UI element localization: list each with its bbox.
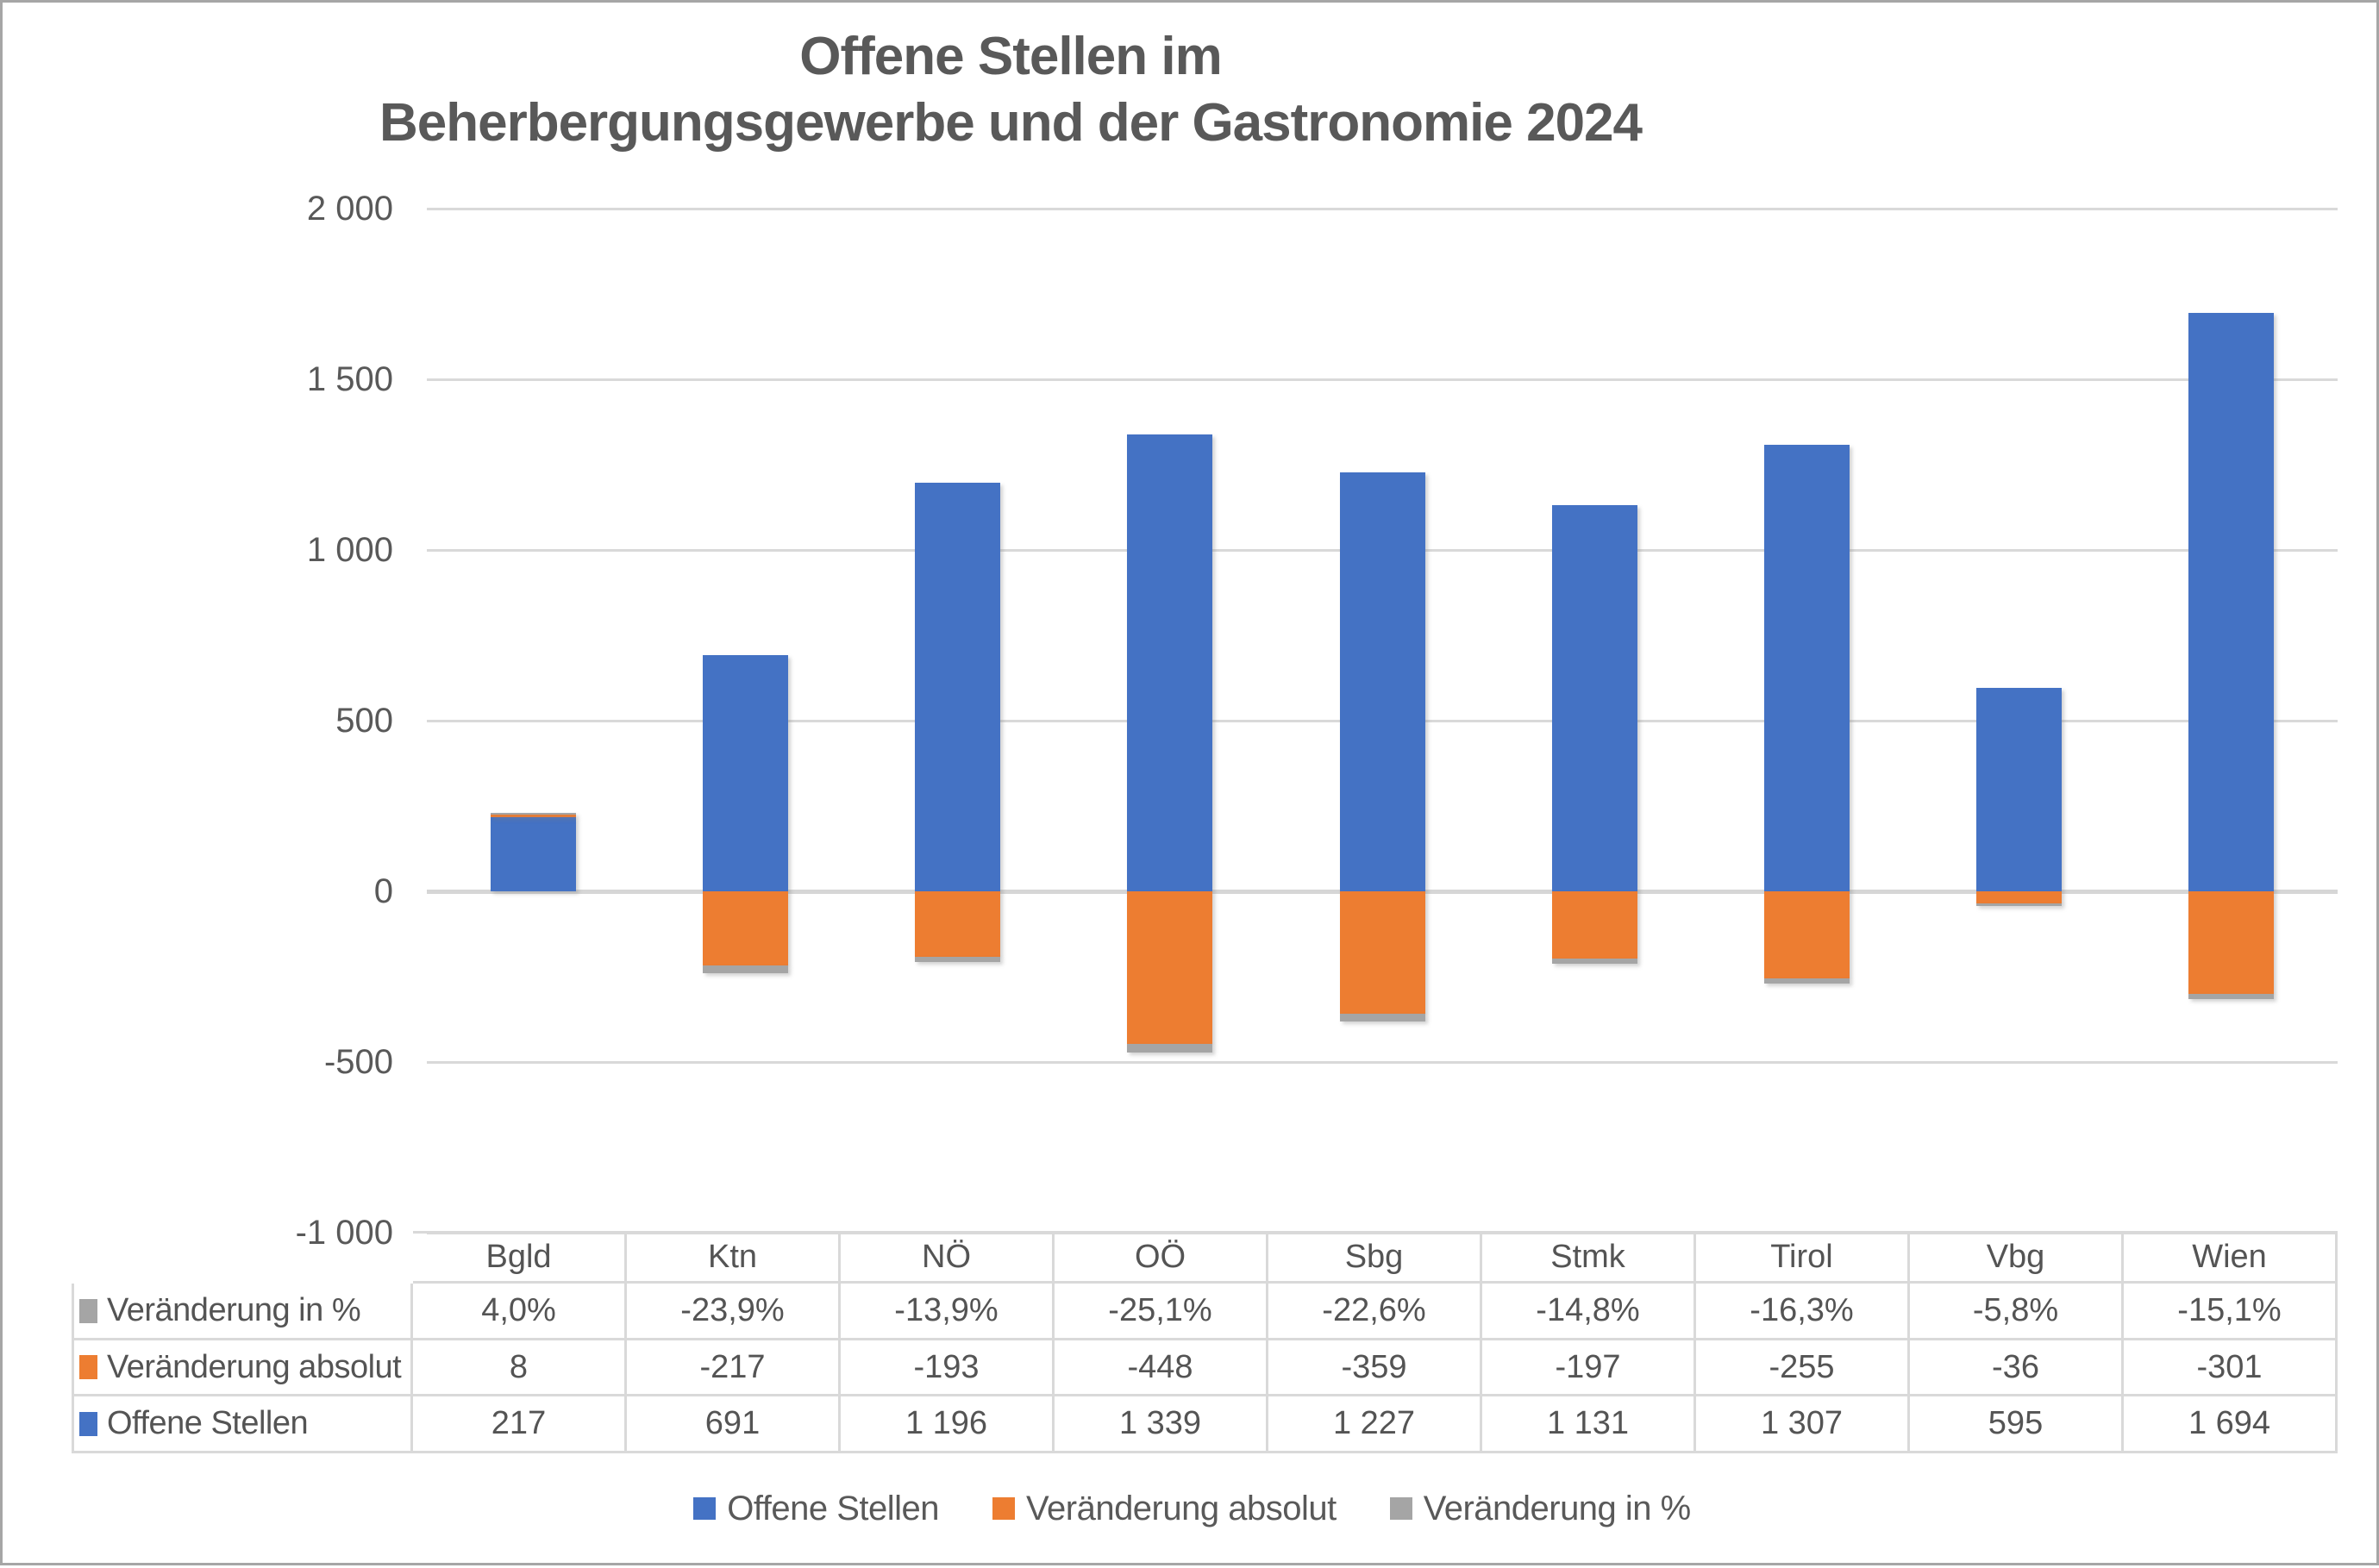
table-value-cell: 217	[413, 1396, 627, 1453]
bar-ver-nderung-absolut-bgld	[490, 814, 576, 818]
legend-item-label: Offene Stellen	[727, 1489, 940, 1527]
bar-ver-nderung-absolut-tirol	[1763, 891, 1850, 978]
table-header-cell: Ktn	[627, 1231, 841, 1284]
table-row-label: Veränderung in %	[72, 1284, 413, 1340]
table-header-cell: Wien	[2124, 1231, 2338, 1284]
legend-item-label: Veränderung absolut	[1026, 1489, 1337, 1527]
table-row-label: Offene Stellen	[72, 1396, 413, 1453]
table-value-cell: 1 131	[1482, 1396, 1696, 1453]
bar-ver-nderung-in--tirol	[1763, 978, 1850, 984]
table-value-cell: -36	[1910, 1340, 2124, 1396]
table-value-cell: 8	[413, 1340, 627, 1396]
bar-ver-nderung-absolut-wien	[2188, 891, 2275, 995]
table-header-cell: Sbg	[1268, 1231, 1482, 1284]
bar-ver-nderung-in--n	[915, 957, 1001, 962]
table-value-cell: 595	[1910, 1396, 2124, 1453]
table-value-cell: -22,6%	[1268, 1284, 1482, 1340]
table-value-cell: 1 227	[1268, 1396, 1482, 1453]
table-value-cell: 1 307	[1696, 1396, 1910, 1453]
legend-item: Veränderung absolut	[992, 1490, 1337, 1528]
bar-ver-nderung-absolut-n	[915, 891, 1001, 958]
table-row-label-text: Veränderung absolut	[107, 1348, 402, 1385]
legend: Offene Stellen Veränderung absolut Verände…	[3, 1487, 2379, 1530]
table-value-cell: 1 694	[2124, 1396, 2338, 1453]
bar-ver-nderung-absolut-o	[1127, 891, 1213, 1045]
chart-title: Offene Stellen im Beherbergungsgewerbe u…	[3, 23, 2019, 156]
bar-ver-nderung-in--stmk	[1551, 959, 1637, 964]
bar-ver-nderung-in--ktn	[702, 965, 788, 974]
legend-key-swatch-icon	[693, 1497, 717, 1520]
bar-offene-stellen-tirol	[1763, 445, 1850, 891]
bar-ver-nderung-absolut-stmk	[1551, 891, 1637, 959]
legend-key-swatch-icon	[1389, 1497, 1412, 1520]
table-value-cell: -23,9%	[627, 1284, 841, 1340]
table-value-cell: -13,9%	[841, 1284, 1055, 1340]
table-value-cell: -448	[1055, 1340, 1268, 1396]
gridline	[427, 1060, 2338, 1064]
chart-title-line1: Offene Stellen im	[799, 27, 1222, 86]
bar-ver-nderung-absolut-ktn	[702, 891, 788, 965]
legend-item: Offene Stellen	[693, 1489, 940, 1528]
y-axis-tick-label: 0	[373, 872, 393, 910]
table-value-cell: -197	[1482, 1340, 1696, 1396]
bar-offene-stellen-bgld	[490, 817, 576, 891]
series-key-swatch-icon	[79, 1411, 97, 1436]
bar-ver-nderung-absolut-sbg	[1339, 891, 1425, 1015]
table-row-label-text: Offene Stellen	[107, 1405, 309, 1441]
bar-offene-stellen-o	[1127, 434, 1213, 891]
table-value-cell: -16,3%	[1696, 1284, 1910, 1340]
legend-item: Veränderung in %	[1389, 1489, 1692, 1528]
bar-offene-stellen-stmk	[1551, 505, 1637, 891]
table-value-cell: -359	[1268, 1340, 1482, 1396]
plot-area	[427, 207, 2338, 1234]
bar-ver-nderung-in--o	[1127, 1044, 1213, 1053]
bar-offene-stellen-n	[915, 483, 1001, 891]
legend-key-swatch-icon	[992, 1497, 1016, 1520]
bar-offene-stellen-vbg	[1976, 688, 2063, 891]
table-value-cell: 1 339	[1055, 1396, 1268, 1453]
table-value-cell: -5,8%	[1910, 1284, 2124, 1340]
table-header-cell: NÖ	[841, 1231, 1055, 1284]
table-header-cell: Tirol	[1696, 1231, 1910, 1284]
table-value-cell: -301	[2124, 1340, 2338, 1396]
table-value-cell: 691	[627, 1396, 841, 1453]
bar-offene-stellen-sbg	[1339, 472, 1425, 891]
bar-offene-stellen-wien	[2188, 313, 2275, 891]
bar-ver-nderung-in--sbg	[1339, 1014, 1425, 1022]
series-key-swatch-icon	[79, 1355, 97, 1379]
bar-ver-nderung-in--wien	[2188, 994, 2275, 1000]
table-corner-cell	[72, 1231, 413, 1284]
table-header-cell: Bgld	[413, 1231, 627, 1284]
table-value-cell: -255	[1696, 1340, 1910, 1396]
gridline	[427, 207, 2338, 210]
bar-ver-nderung-in--vbg	[1976, 903, 2063, 906]
chart-title-line2: Beherbergungsgewerbe und der Gastronomie…	[379, 93, 1643, 153]
table-header-cell: Vbg	[1910, 1231, 2124, 1284]
table-value-cell: -217	[627, 1340, 841, 1396]
y-axis-tick-label: 2 000	[306, 190, 393, 228]
gridline	[427, 378, 2338, 381]
table-row-label: Veränderung absolut	[72, 1340, 413, 1396]
bar-ver-nderung-absolut-vbg	[1976, 891, 2063, 904]
table-header-cell: Stmk	[1482, 1231, 1696, 1284]
table-header-cell: OÖ	[1055, 1231, 1268, 1284]
y-axis-tick-label: 500	[335, 702, 393, 740]
table-value-cell: -15,1%	[2124, 1284, 2338, 1340]
bar-offene-stellen-ktn	[702, 655, 788, 891]
table-value-cell: -25,1%	[1055, 1284, 1268, 1340]
y-axis-tick-label: 1 000	[306, 531, 393, 569]
y-axis-tick-label: 1 500	[306, 360, 393, 398]
table-value-cell: -193	[841, 1340, 1055, 1396]
legend-item-label: Veränderung in %	[1423, 1489, 1692, 1527]
data-table: Bgld Ktn NÖ OÖ Sbg Stmk Tirol Vbg Wien Veränderun…	[72, 1231, 2338, 1453]
bar-ver-nderung-in--bgld	[490, 813, 576, 815]
series-key-swatch-icon	[79, 1298, 97, 1323]
table-value-cell: -14,8%	[1482, 1284, 1696, 1340]
y-axis-tick-label: -500	[323, 1043, 393, 1081]
table-value-cell: 4,0%	[413, 1284, 627, 1340]
table-row-label-text: Veränderung in %	[107, 1292, 361, 1328]
table-value-cell: 1 196	[841, 1396, 1055, 1453]
